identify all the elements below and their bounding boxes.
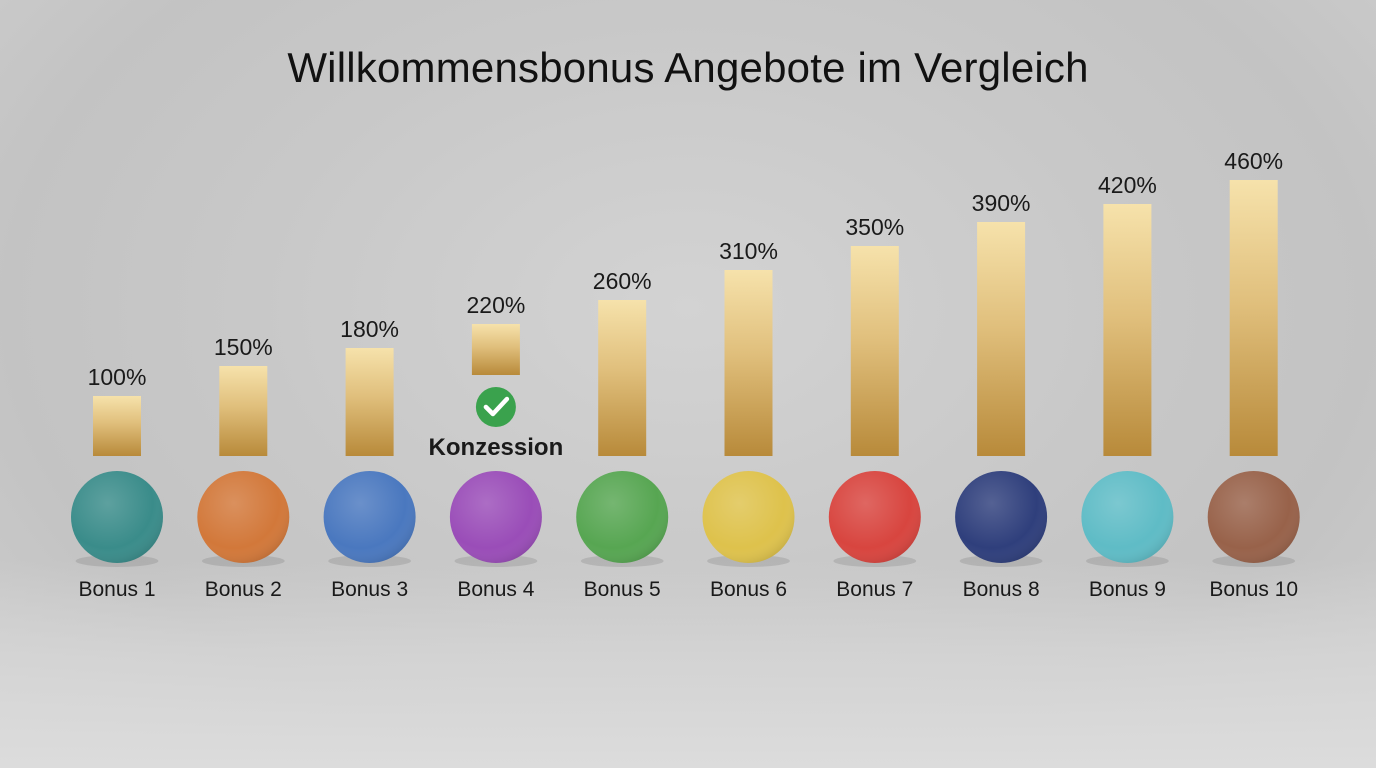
check-circle-icon xyxy=(475,387,516,427)
value-label-2: 150% xyxy=(214,334,273,360)
bar-1 xyxy=(93,396,141,456)
bar-2 xyxy=(219,366,268,456)
value-label-9: 420% xyxy=(1098,172,1157,198)
color-disc-1 xyxy=(71,471,163,567)
value-label-7: 350% xyxy=(845,214,904,240)
category-label-4: Bonus 4 xyxy=(457,578,534,601)
color-disc-7 xyxy=(828,471,921,567)
category-label-2: Bonus 2 xyxy=(205,578,282,601)
category-label-9: Bonus 9 xyxy=(1089,578,1166,601)
category-label-1: Bonus 1 xyxy=(78,578,155,601)
color-disc-6 xyxy=(702,471,795,567)
color-disc-10 xyxy=(1207,471,1300,567)
value-label-1: 100% xyxy=(88,364,147,390)
color-disc-8 xyxy=(955,471,1048,567)
bar-10 xyxy=(1229,180,1278,456)
bar-3 xyxy=(345,348,394,456)
category-label-3: Bonus 3 xyxy=(331,578,408,601)
category-label-10: Bonus 10 xyxy=(1209,578,1298,601)
bar-4 xyxy=(471,324,520,375)
category-label-8: Bonus 8 xyxy=(963,578,1040,601)
value-label-3: 180% xyxy=(340,316,399,342)
category-label-6: Bonus 6 xyxy=(710,578,787,601)
bar-7 xyxy=(850,246,899,456)
color-disc-4 xyxy=(449,471,542,567)
value-label-10: 460% xyxy=(1224,148,1283,174)
bar-9 xyxy=(1103,204,1152,456)
floor-gradient xyxy=(0,560,1376,768)
color-disc-5 xyxy=(576,471,669,567)
value-label-5: 260% xyxy=(593,268,652,294)
bar-6 xyxy=(724,270,773,456)
category-label-7: Bonus 7 xyxy=(836,578,913,601)
value-label-8: 390% xyxy=(972,190,1031,216)
chart-title: Willkommensbonus Angebote im Vergleich xyxy=(287,44,1089,91)
annotation-label: Konzession xyxy=(429,434,564,461)
color-disc-9 xyxy=(1081,471,1174,567)
color-disc-3 xyxy=(323,471,416,567)
bar-8 xyxy=(977,222,1026,456)
value-label-6: 310% xyxy=(719,238,778,264)
value-label-4: 220% xyxy=(466,292,525,318)
category-label-5: Bonus 5 xyxy=(584,578,661,601)
color-disc-2 xyxy=(197,471,290,567)
bar-5 xyxy=(598,300,647,456)
